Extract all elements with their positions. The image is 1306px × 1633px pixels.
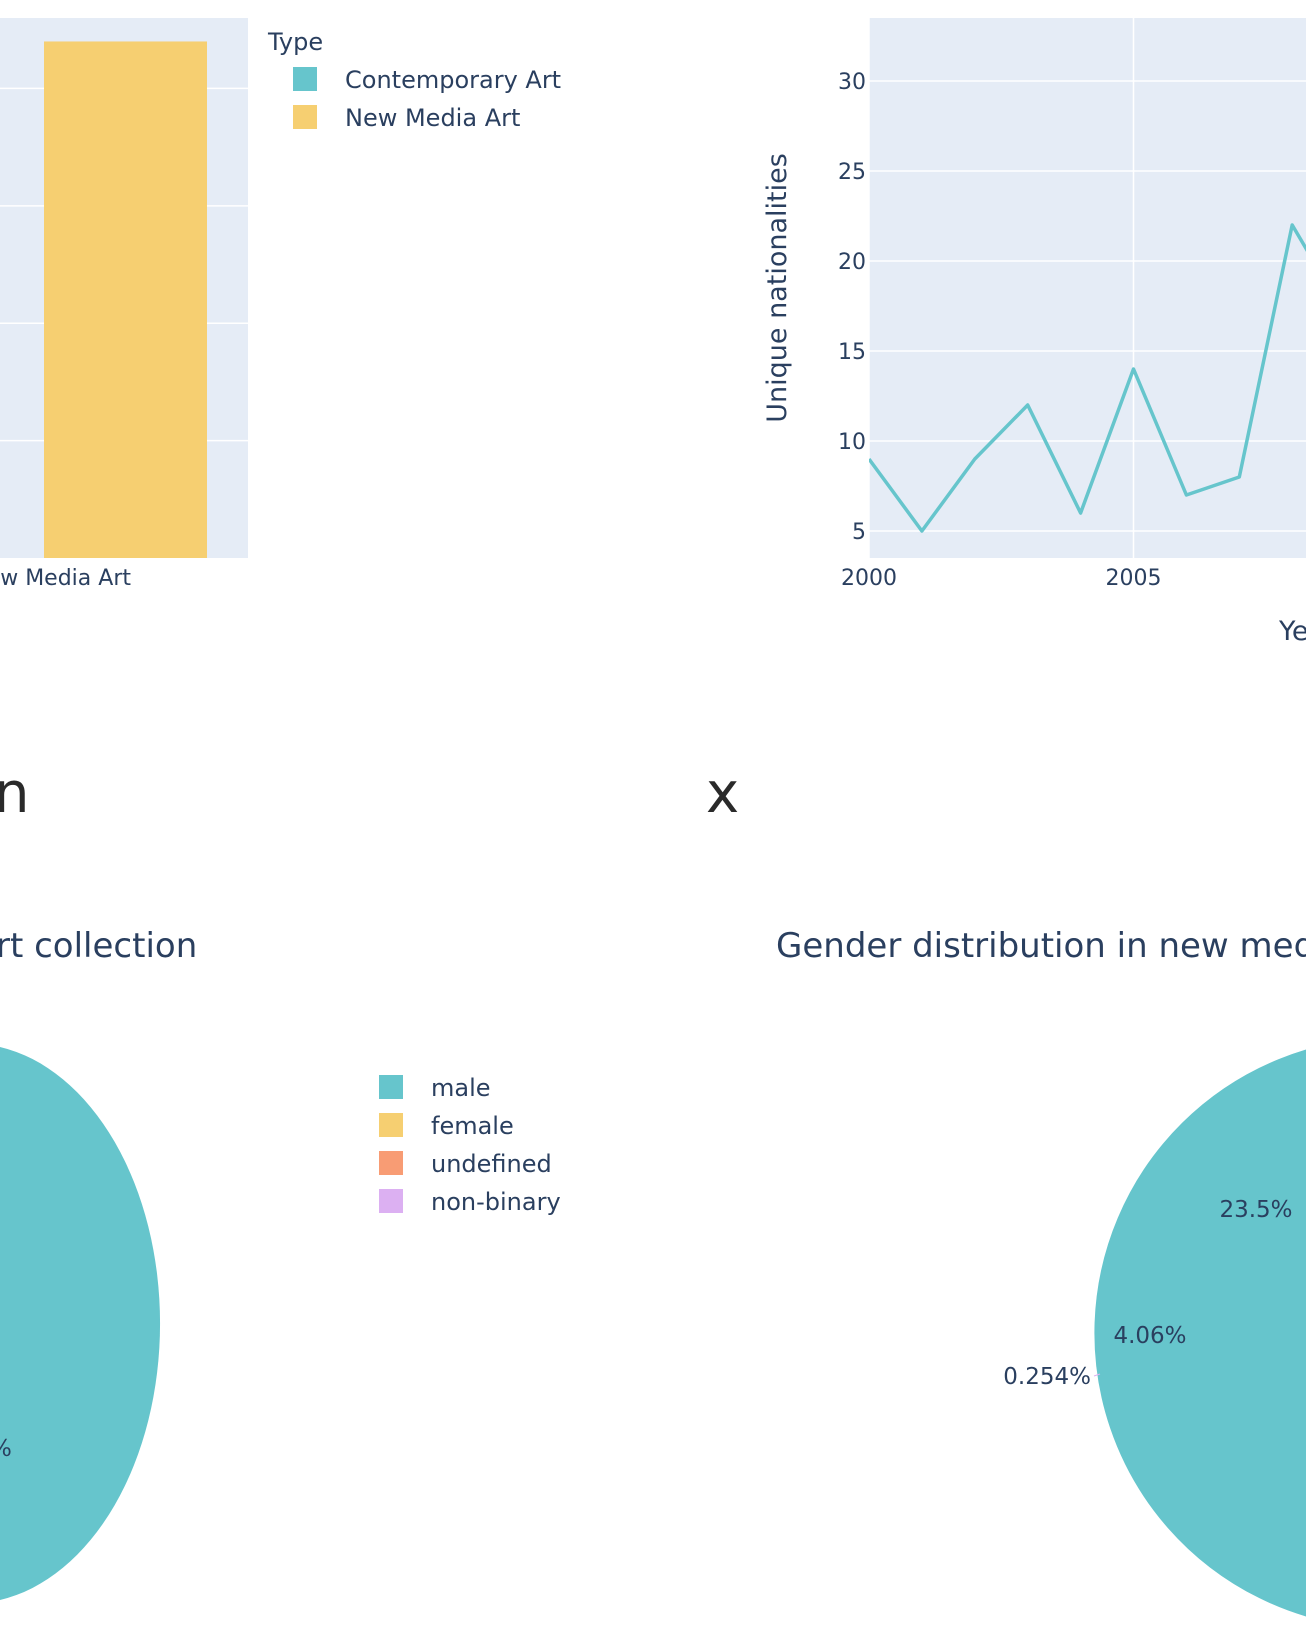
line-y-tick-labels: 5 10 15 20 25 30 [838,70,866,545]
bar-legend-title: Type [267,28,323,56]
legend-label-non-binary: non-binary [431,1188,561,1216]
legend-swatch-contemporary-art [293,67,317,91]
legend-label-male: male [431,1074,491,1102]
line-x-tick-labels: 2000 2005 [841,566,1162,591]
line-chart: 5 10 15 20 25 30 2000 2005 Unique nationalitie… [762,18,1306,647]
legend-label-undefined: undefined [431,1150,552,1178]
bar-marks [44,41,207,558]
bar-legend: Type Contemporary Art New Media Art [267,28,561,132]
pie-chart-right: Gender distribution in new med 0.254% 4.0… [776,926,1306,1629]
legend-label-female: female [431,1112,514,1140]
pie-right-slices [1093,1037,1306,1629]
pie-right-labels: 0.254% 4.06% 23.5% [1003,1197,1292,1390]
line-x-axis-title: Ye [1278,616,1306,647]
line-y-tick-label: 20 [838,250,866,275]
line-x-tick-label: 2005 [1106,566,1162,591]
page-heading-fragment-right: x [706,761,739,826]
pie-right-leader-line [1093,1373,1101,1377]
legend-swatch-new-media-art [293,105,317,129]
pie-legend: male female undefined non-binary [379,1074,561,1216]
legend-item-undefined[interactable]: undefined [379,1150,552,1178]
legend-label-contemporary-art: Contemporary Art [345,66,561,94]
legend-swatch-non-binary [379,1189,403,1213]
line-y-axis-title: Unique nationalities [762,153,793,423]
legend-item-contemporary-art[interactable]: Contemporary Art [293,66,561,94]
line-plot-area [869,18,1306,558]
pie-right-label-non-binary: 0.254% [1003,1364,1091,1390]
line-y-tick-label: 15 [838,340,866,365]
pie-left-title: rt collection [0,926,197,966]
bar-new-media-art[interactable] [44,41,207,558]
pie-left-slice-male[interactable] [0,1047,161,1600]
pie-right-slice-male[interactable] [1093,1037,1306,1629]
line-series-nationalities[interactable] [869,223,1306,533]
line-y-tick-label: 30 [838,70,866,95]
pie-left-slice-label: % [0,1436,12,1462]
pie-right-label-undefined: 4.06% [1113,1323,1186,1349]
pie-right-label-female: 23.5% [1219,1197,1292,1223]
legend-swatch-undefined [379,1151,403,1175]
legend-swatch-male [379,1075,403,1099]
bar-chart: w Media Art [0,18,248,591]
pie-right-title: Gender distribution in new med [776,926,1306,966]
pie-chart-left: rt collection % [0,926,197,1600]
line-x-tick-label: 2000 [841,566,897,591]
legend-item-male[interactable]: male [379,1074,491,1102]
bar-category-label: w Media Art [0,566,131,591]
page-heading-fragment-left: n [0,761,30,826]
line-y-tick-label: 25 [838,160,866,185]
line-y-tick-label: 5 [852,520,866,545]
line-gridlines [869,18,1306,558]
legend-item-female[interactable]: female [379,1112,514,1140]
line-marks [869,223,1306,533]
legend-label-new-media-art: New Media Art [345,104,520,132]
line-y-tick-label: 10 [838,430,866,455]
legend-item-new-media-art[interactable]: New Media Art [293,104,520,132]
legend-item-non-binary[interactable]: non-binary [379,1188,561,1216]
legend-swatch-female [379,1113,403,1137]
